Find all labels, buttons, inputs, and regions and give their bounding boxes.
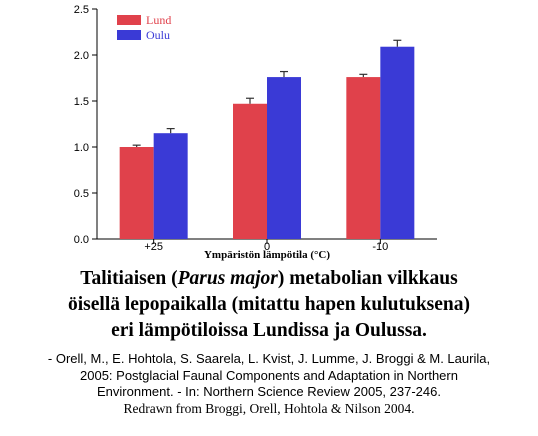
bar-oulu-0 <box>153 133 188 239</box>
y-tick-label: 1.5 <box>74 96 89 108</box>
x-axis-label: Ympäristön lämpötila (°C) <box>204 249 330 261</box>
legend-label-oulu: Oulu <box>146 28 170 42</box>
caption-line-1: Talitiaisen (Parus major) metabolian vil… <box>80 268 458 289</box>
legend-swatch-lund <box>117 15 141 25</box>
x-tick-label: -10 <box>372 241 388 253</box>
legend-swatch-oulu <box>117 30 141 40</box>
y-tick-label: 2.0 <box>74 50 89 62</box>
bar-lund-2 <box>346 77 381 239</box>
chart-caption: Talitiaisen (Parus major) metabolian vil… <box>0 266 538 344</box>
legend-label-lund: Lund <box>146 13 171 27</box>
reference-line-3: Environment. - In: Northern Science Revi… <box>97 384 441 399</box>
bar-oulu-2 <box>380 46 415 239</box>
x-tick-label: 0 <box>264 241 270 253</box>
caption-line-3: eri lämpötiloissa Lundissa ja Oulussa. <box>111 320 427 341</box>
x-axis-ticks: +25 0 -10 <box>144 239 388 253</box>
legend: Lund Oulu <box>117 13 171 42</box>
bar-lund-0 <box>119 147 154 239</box>
x-tick-label: +25 <box>144 241 163 253</box>
caption-line-2: öisellä lepopaikalla (mitattu hapen kulu… <box>68 294 470 315</box>
reference-line-1: - Orell, M., E. Hohtola, S. Saarela, L. … <box>47 351 491 366</box>
bar-lund-1 <box>233 103 267 239</box>
reference: - Orell, M., E. Hohtola, S. Saarela, L. … <box>0 351 538 417</box>
redrawn-credit: Redrawn from Broggi, Orell, Hohtola & Ni… <box>123 400 415 416</box>
species-name: Parus major <box>177 268 278 289</box>
bar-oulu-1 <box>267 77 301 239</box>
reference-line-2: 2005: Postglacial Faunal Components and … <box>80 367 458 383</box>
y-tick-label: 1.0 <box>74 142 89 154</box>
bars <box>119 39 415 239</box>
y-tick-label: 0.0 <box>74 234 89 246</box>
y-tick-label: 2.5 <box>74 4 89 16</box>
y-tick-label: 0.5 <box>74 188 89 200</box>
y-axis-ticks: 0.0 0.5 1.0 1.5 2.0 2.5 <box>74 4 97 246</box>
bar-chart: 0.0 0.5 1.0 1.5 2.0 2.5 +25 0 -10 Lund Oulu Ymp… <box>74 4 437 261</box>
